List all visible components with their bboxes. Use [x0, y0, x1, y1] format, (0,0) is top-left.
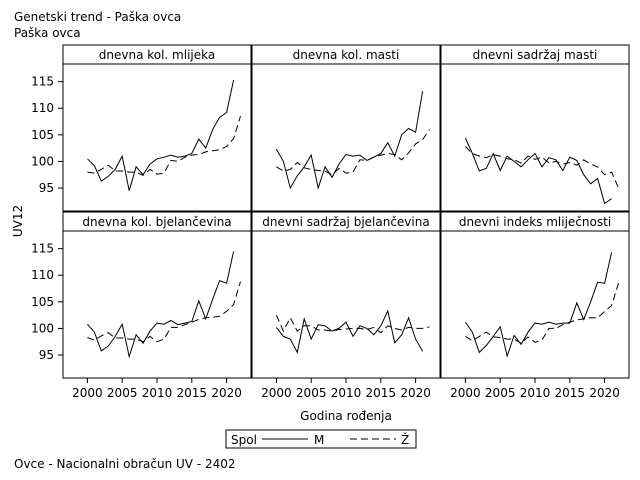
- y-tick-label: 95: [39, 181, 54, 195]
- panel-frame: [440, 230, 630, 379]
- x-tick-label: 2005: [107, 386, 138, 400]
- chart-subtitle: Paška ovca: [14, 26, 81, 40]
- legend-box: [225, 429, 417, 449]
- panel-title: dnevni indeks mliječnosti: [459, 215, 611, 229]
- x-tick-label: 2015: [177, 386, 208, 400]
- panel-title: dnevni sadržaj bjelančevina: [262, 215, 429, 229]
- panel-title: dnevna kol. masti: [293, 48, 400, 62]
- panel-title: dnevni sadržaj masti: [473, 48, 598, 62]
- series-line-z: [465, 283, 619, 344]
- series-line-m: [464, 137, 612, 205]
- legend-title: Spol: [231, 433, 257, 447]
- x-tick-label: 2010: [520, 386, 551, 400]
- legend-label-z: Ž: [401, 432, 409, 447]
- x-tick-label: 2015: [555, 386, 586, 400]
- y-tick-label: 100: [31, 154, 54, 168]
- x-tick-label: 2010: [142, 386, 173, 400]
- series-line-m: [464, 252, 613, 358]
- x-tick-label: 2020: [211, 386, 242, 400]
- y-tick-label: 110: [31, 101, 54, 115]
- series-line-z: [87, 281, 241, 343]
- footnote: Ovce - Nacionalni obračun UV - 2402: [14, 457, 236, 471]
- y-tick-label: 115: [31, 242, 54, 256]
- series-line-z: [87, 116, 241, 176]
- panel-title: dnevna kol. mlijeka: [99, 48, 215, 62]
- x-tick-label: 2005: [296, 386, 327, 400]
- panel-frame: [62, 63, 252, 212]
- x-tick-label: 2005: [485, 386, 516, 400]
- y-tick-label: 95: [39, 348, 54, 362]
- x-tick-label: 2020: [400, 386, 431, 400]
- y-axis-label: UV12: [11, 205, 25, 237]
- chart-title: Genetski trend - Paška ovca: [14, 10, 182, 24]
- y-tick-label: 105: [31, 295, 54, 309]
- series-line-m: [87, 79, 235, 191]
- series-line-m: [87, 251, 235, 359]
- panel-frame: [251, 63, 441, 212]
- x-axis-label: Godina rođenja: [300, 409, 392, 423]
- series-line-z: [276, 129, 430, 176]
- x-tick-label: 2015: [366, 386, 397, 400]
- x-tick-label: 2000: [261, 386, 292, 400]
- panel-frame: [440, 63, 630, 212]
- y-tick-label: 115: [31, 75, 54, 89]
- y-tick-label: 100: [31, 321, 54, 335]
- x-tick-label: 2010: [331, 386, 362, 400]
- x-tick-label: 2020: [589, 386, 620, 400]
- panel-frame: [62, 230, 252, 379]
- x-tick-label: 2000: [72, 386, 103, 400]
- series-line-m: [275, 91, 424, 190]
- y-tick-label: 110: [31, 268, 54, 282]
- legend-label-m: M: [314, 433, 324, 447]
- panel-title: dnevna kol. bjelančevina: [82, 215, 231, 229]
- y-tick-label: 105: [31, 128, 54, 142]
- series-line-m: [276, 309, 424, 354]
- panel-frame: [251, 230, 441, 379]
- series-line-z: [465, 146, 619, 189]
- x-tick-label: 2000: [450, 386, 481, 400]
